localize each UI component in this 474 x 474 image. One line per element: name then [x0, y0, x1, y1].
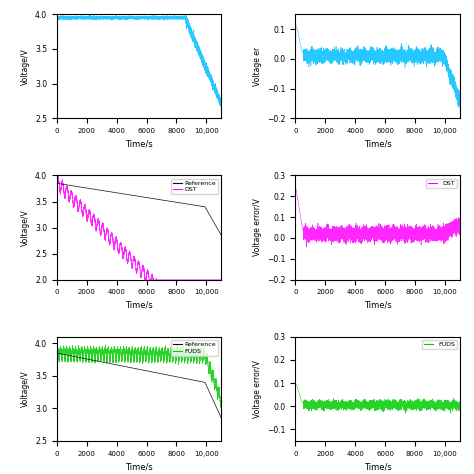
- DST: [127, 249, 132, 255]
- Y-axis label: Voltage error/V: Voltage error/V: [253, 360, 262, 418]
- Y-axis label: Voltage/V: Voltage/V: [20, 209, 29, 246]
- Line: Reference: Reference: [57, 353, 221, 418]
- DST: [186, 277, 192, 283]
- DST: [457, 223, 463, 228]
- Y-axis label: Voltage er: Voltage er: [253, 46, 262, 86]
- Line: DST: DST: [57, 176, 221, 280]
- DST: [219, 101, 224, 107]
- Reference: [180, 375, 185, 381]
- DST: [142, 277, 148, 283]
- Reference: [219, 232, 224, 238]
- Reference: [127, 192, 132, 198]
- Reference: [186, 201, 192, 207]
- FUDS: [457, 404, 463, 410]
- Legend: DST: DST: [426, 179, 456, 188]
- DST: [426, 238, 432, 244]
- FUDS: [180, 349, 185, 355]
- DST: [182, 9, 188, 15]
- FUDS: [425, 401, 430, 407]
- DST: [292, 183, 298, 189]
- Legend: Reference, FUDS: Reference, FUDS: [171, 340, 218, 356]
- X-axis label: Time/s: Time/s: [125, 139, 153, 148]
- FUDS: [63, 350, 69, 356]
- FUDS: [218, 404, 223, 410]
- Line: Reference: Reference: [57, 183, 221, 235]
- Reference: [180, 201, 185, 206]
- Line: FUDS: FUDS: [57, 345, 221, 407]
- FUDS: [292, 380, 298, 386]
- X-axis label: Time/s: Time/s: [125, 462, 153, 471]
- Reference: [219, 415, 224, 421]
- Reference: [63, 352, 69, 358]
- FUDS: [447, 410, 453, 416]
- FUDS: [186, 349, 192, 355]
- Reference: [186, 376, 192, 382]
- DST: [304, 244, 310, 250]
- Reference: [148, 195, 154, 201]
- DST: [63, 187, 69, 192]
- Legend: Reference, DST: Reference, DST: [171, 179, 218, 194]
- DST: [387, 229, 393, 235]
- DST: [188, 277, 193, 283]
- FUDS: [103, 342, 109, 347]
- Y-axis label: Voltage error/V: Voltage error/V: [253, 199, 262, 256]
- Y-axis label: Voltage/V: Voltage/V: [20, 370, 29, 407]
- FUDS: [188, 357, 193, 363]
- FUDS: [365, 401, 371, 407]
- DST: [301, 228, 307, 234]
- X-axis label: Time/s: Time/s: [364, 462, 392, 471]
- Reference: [127, 365, 132, 370]
- Reference: [54, 181, 60, 186]
- DST: [55, 173, 61, 179]
- DST: [54, 179, 60, 184]
- DST: [418, 232, 424, 238]
- DST: [127, 15, 132, 21]
- DST: [425, 231, 430, 237]
- FUDS: [387, 403, 392, 409]
- Reference: [63, 182, 69, 188]
- Y-axis label: Voltage/V: Voltage/V: [20, 48, 29, 85]
- FUDS: [127, 350, 132, 356]
- DST: [63, 15, 69, 21]
- DST: [148, 275, 154, 281]
- Line: DST: DST: [57, 12, 221, 108]
- DST: [148, 15, 154, 21]
- FUDS: [426, 405, 432, 411]
- FUDS: [54, 347, 60, 353]
- DST: [219, 277, 224, 283]
- DST: [219, 105, 224, 111]
- Line: FUDS: FUDS: [295, 383, 460, 413]
- FUDS: [301, 398, 307, 404]
- DST: [54, 16, 60, 21]
- DST: [180, 15, 185, 21]
- Reference: [188, 201, 193, 207]
- FUDS: [219, 397, 224, 402]
- Legend: FUDS: FUDS: [422, 340, 456, 349]
- DST: [365, 230, 371, 236]
- FUDS: [148, 355, 154, 360]
- Reference: [148, 369, 154, 374]
- Line: DST: DST: [295, 186, 460, 247]
- Reference: [54, 350, 60, 356]
- DST: [188, 27, 193, 33]
- DST: [186, 25, 192, 30]
- X-axis label: Time/s: Time/s: [364, 139, 392, 148]
- FUDS: [418, 406, 424, 412]
- Reference: [188, 377, 193, 383]
- X-axis label: Time/s: Time/s: [364, 301, 392, 310]
- DST: [180, 277, 185, 283]
- X-axis label: Time/s: Time/s: [125, 301, 153, 310]
